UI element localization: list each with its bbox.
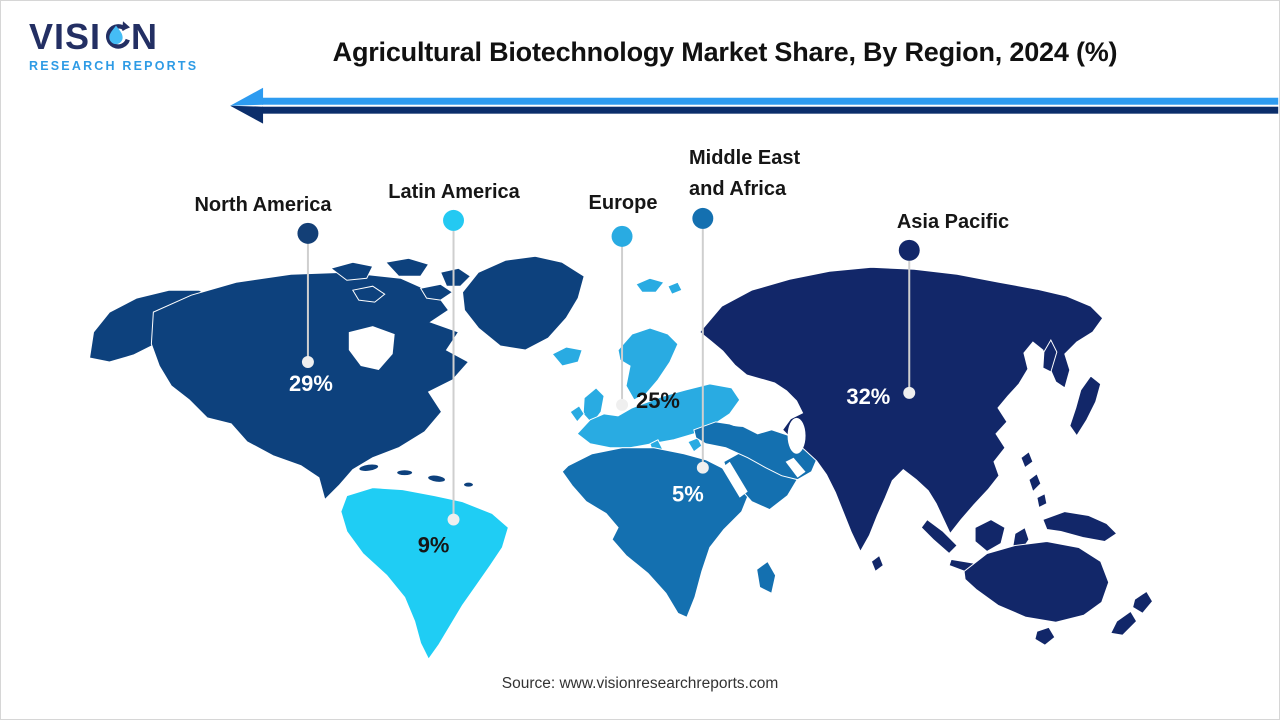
inland-seas (721, 412, 806, 498)
region-label-asia-pacific: Asia Pacific (896, 211, 1010, 233)
callout-europe: 25% (611, 225, 680, 413)
callout-latin-america: 9% (418, 209, 464, 557)
value-asia-pacific: 32% (846, 384, 890, 409)
marker-dot-europe (611, 225, 633, 247)
region-label-middle-east-africa-line2: and Africa (689, 178, 787, 200)
brand-logo: VISI N RESEARCH REPORTS (29, 17, 204, 74)
line-end-dot (447, 513, 460, 526)
marker-dot-latin-america (443, 209, 464, 231)
marker-dot-middle-east-africa (692, 207, 714, 229)
region-label-latin-america: Latin America (388, 181, 520, 203)
logo-wordmark: VISI N (29, 17, 204, 57)
value-europe: 25% (636, 388, 680, 413)
map-region-europe (551, 277, 741, 467)
map-region-north-america (88, 255, 585, 501)
region-label-europe: Europe (588, 192, 658, 214)
value-middle-east-africa: 5% (672, 482, 704, 507)
hudson-bay-water (348, 326, 395, 370)
region-label-middle-east-africa: Middle East and Africa (689, 143, 800, 205)
water-drop-icon (106, 21, 131, 49)
header-arrow (230, 87, 1279, 124)
value-north-america: 29% (289, 371, 333, 396)
page-title: Agricultural Biotechnology Market Share,… (332, 37, 1118, 67)
marker-dot-north-america (297, 222, 319, 244)
source-text: Source: www.visionresearchreports.com (501, 675, 779, 692)
logo-text-part2: N (131, 16, 159, 57)
callout-asia-pacific: 32% (846, 239, 920, 409)
logo-text-part1: VISI (29, 16, 102, 57)
map-region-asia-pacific (699, 266, 1154, 646)
region-label-middle-east-africa-line1: Middle East (689, 147, 801, 169)
line-end-dot (616, 398, 629, 411)
value-latin-america: 9% (418, 532, 450, 557)
logo-tagline: RESEARCH REPORTS (29, 59, 199, 73)
region-label-north-america: North America (194, 194, 332, 216)
callout-middle-east-africa: 5% (672, 207, 714, 507)
map-region-middle-east-africa (561, 421, 819, 618)
marker-dot-asia-pacific (898, 239, 920, 261)
line-end-dot (301, 356, 314, 368)
line-end-dot (696, 461, 709, 474)
callout-north-america: 29% (289, 222, 333, 396)
map-region-latin-america (340, 487, 509, 661)
line-end-dot (903, 386, 916, 399)
